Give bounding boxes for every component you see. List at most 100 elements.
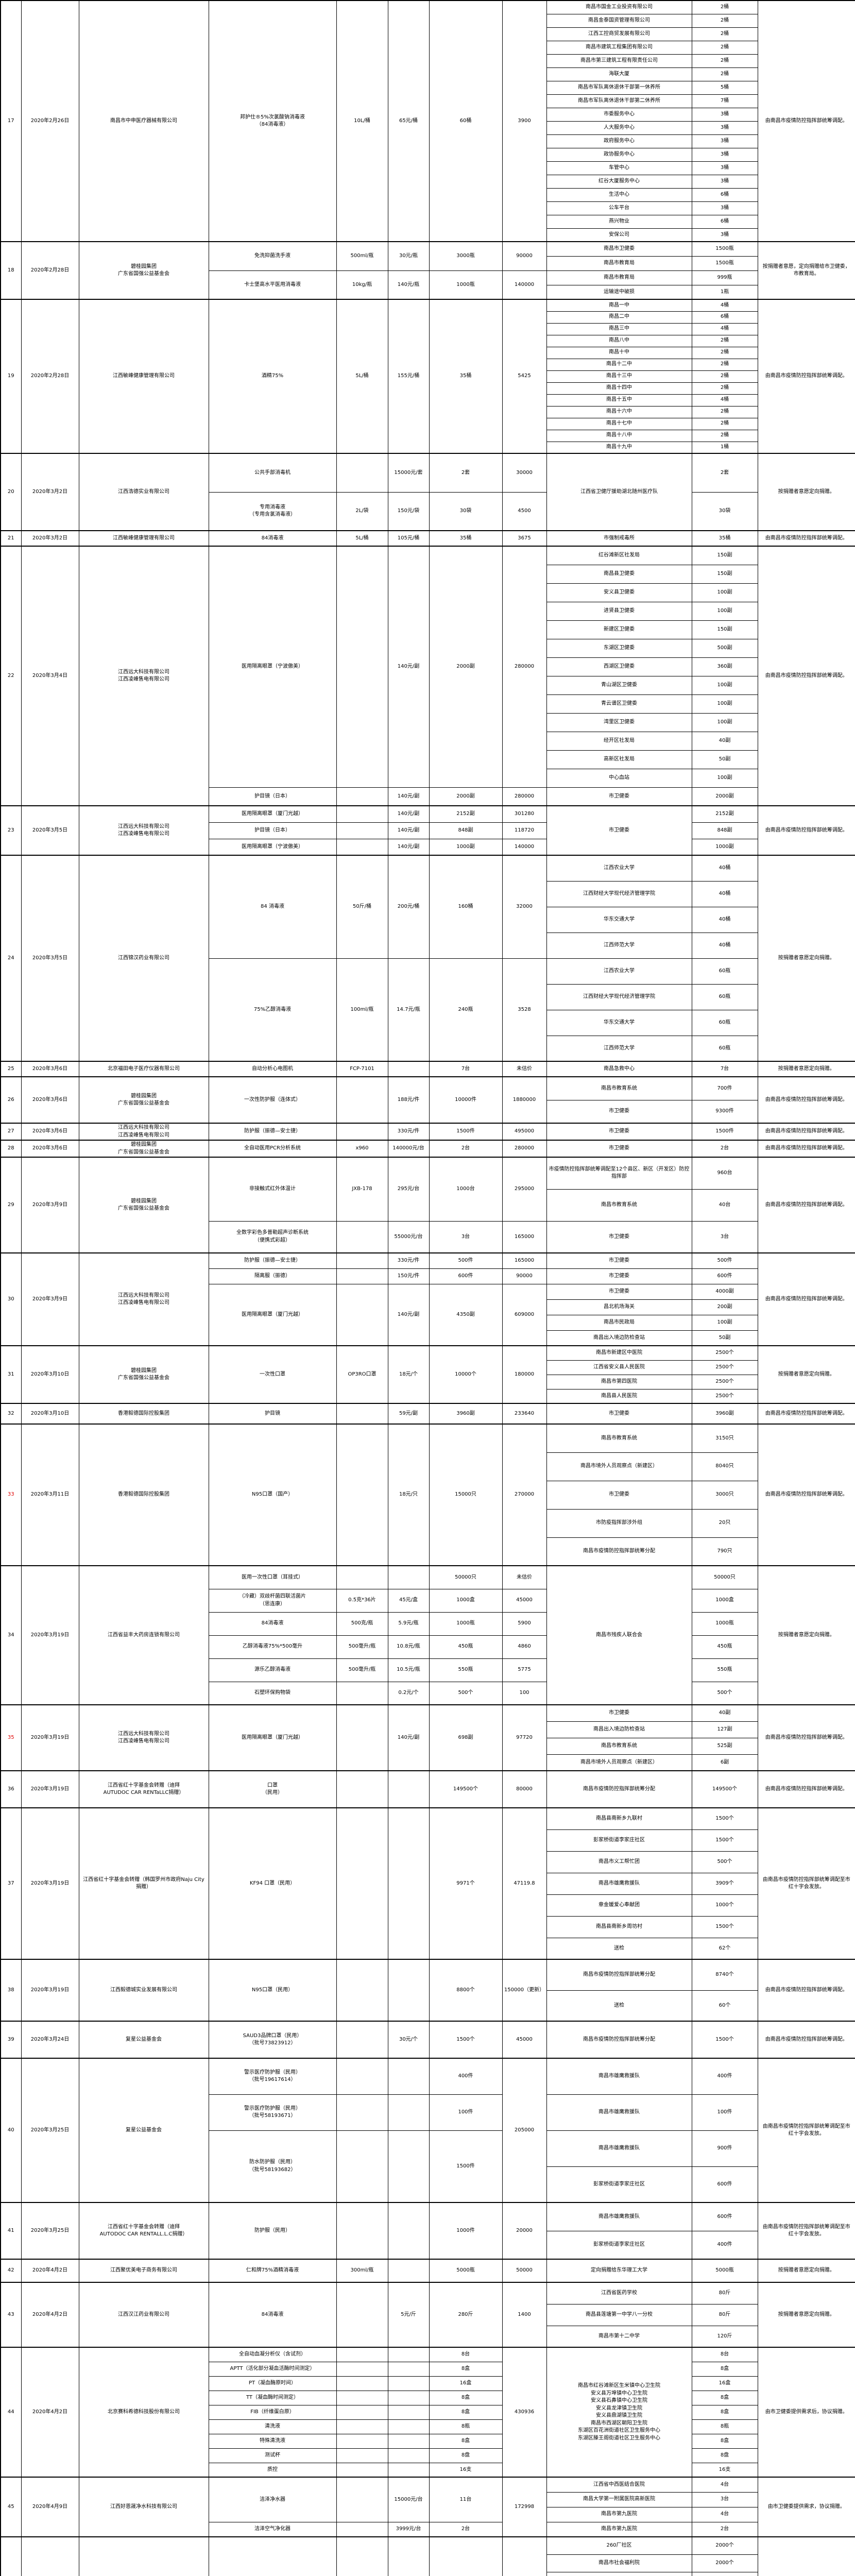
table-row: 医用隔离眼罩（厦门光越） 140元/副 4350副 609000 市卫健委 4000副 [1,1283,855,1346]
cell-alloc: 100件 [691,2094,758,2131]
cell-recipient: 红谷滩新区社发局 [546,546,692,565]
table-row: 84消毒液 500克/瓶 5.9元/瓶 1000瓶 5900 1000瓶 [1,1612,855,1636]
cell-donor: 江西汉江药业有限公司 [78,2282,209,2348]
table-row: 38 2020年3月19日 江西毅德城实业发展有限公司 N95口罩（民用） 8800个 1… [0,1959,855,2022]
cell-no: 21 [0,530,22,547]
table-row: 护目镜（日本） 140元/副 2000副 280000 市卫健委 2000副 [1,787,855,806]
cell-recipient: 海联大厦 [546,67,692,81]
cell-date: 2020年3月6日 [21,1140,79,1158]
cell-recipient: 南昌二中 [546,311,692,324]
cell-recipient: 市卫健委 [546,1123,692,1141]
table-row: 南昌市滕王阁管理处2000个 [1,2571,855,2576]
cell-alloc: 1500瓶 [691,241,758,257]
cell-item: 警示医疗防护服（民用） （批号19617614） [208,2058,337,2095]
cell-item: 石塑环保购物袋 [208,1681,337,1705]
cell-recipient: 南昌市第四医院 [546,1374,692,1389]
cell-spec [336,787,388,806]
cell-remark: 由南昌市疫情防控指挥部统筹调配。 [757,530,855,547]
cell-recipient: 南昌县人民医院 [546,1388,692,1404]
cell-alloc: 80斤 [691,2303,758,2326]
cell-qty: 100件 [429,2094,503,2131]
table-row: 南昌十四中 2桶 [1,382,855,395]
cell-price [387,2419,430,2434]
cell-no: 34 [0,1565,22,1705]
cell-recipient: 送检 [546,1990,692,2022]
cell-recipient: 江西师范大学 [546,1035,692,1062]
cell-price: 188元/件 [387,1076,430,1124]
cell-price [387,2259,430,2283]
cell-no: 36 [0,1770,22,1808]
cell-price: 140000元/台 [387,1140,430,1158]
cell-price: 140元/副 [387,805,430,823]
table-row: 17 2020年2月26日 南昌市中申医疗器械有限公司 邦护仕®5%次氯酸钠消毒液 （… [0,0,855,242]
cell-donor: 江西敏峰健康管理有限公司 [78,530,209,547]
cell-qty: 500个 [429,1681,503,1705]
cell-no: 31 [0,1345,22,1404]
cell-item: 免洗抑菌洗手液 [208,241,337,271]
cell-item: 医用隔离眼罩（宁波傲美） [208,546,337,788]
cell-recipient: 高新区社发局 [546,750,692,769]
cell-date: 2020年3月5日 [21,855,79,1062]
table-row: 南昌市教育系统 525副 [1,1737,855,1755]
cell-amount: 未估价 [502,1565,547,1589]
cell-item: 防护服（民用） [208,2202,337,2260]
cell-alloc: 2套 [691,453,758,493]
cell-recipient: 华东交通大学 [546,1009,692,1036]
cell-donor: 碧桂园集团 广东省国强公益基金会 [78,1157,209,1253]
cell-item: 测试杯 [208,2448,337,2463]
cell-date: 2020年3月9日 [21,1157,79,1253]
cell-alloc: 7桶 [691,94,758,108]
cell-recipient: 进贤县卫健委 [546,601,692,621]
cell-donor: 江西远大科技有限公司 江西凌峰售电有限公司 [78,546,209,806]
table-row: 全数字彩色多普勒超声诊断系统 （便携式彩超） 55000元/台 3台 165000 市卫… [1,1221,855,1253]
cell-recipient: 政协服务中心 [546,147,692,162]
cell-alloc: 1500个 [691,2021,758,2059]
cell-item: 84 消毒液 [208,855,337,959]
cell-alloc: 500副 [691,638,758,658]
cell-no: 39 [0,2021,22,2059]
cell-price: 150元/袋 [387,492,430,531]
cell-spec: JXB-178 [336,1157,388,1222]
table-row: 32 2020年3月10日 香港毅德国际控股集团 护目镜 59元/副 3960副 23364… [0,1403,855,1425]
cell-alloc: 2台 [691,2521,758,2537]
cell-alloc: 2桶 [691,382,758,395]
cell-price [387,2390,430,2405]
cell-spec: 500毫升/瓶 [336,1635,388,1659]
cell-amount: 5775 [502,1658,547,1682]
cell-recipient: 南昌十九中 [546,441,692,454]
cell-alloc: 3桶 [691,174,758,189]
cell-spec [336,822,388,839]
cell-alloc: 127副 [691,1721,758,1738]
cell-qty: 30袋 [429,492,503,531]
cell-recipient: 南昌市新建区中医院 [546,1345,692,1361]
cell-item: 全自动医用PCR分析系统 [208,1140,337,1158]
cell-qty: 8瓶 [429,2419,503,2434]
cell-alloc: 525副 [691,1737,758,1755]
cell-alloc: 1000副 [691,838,758,856]
cell-donor: 江西好恩晟净水科技有限公司 [78,2477,209,2537]
cell-price: 200元/桶 [387,855,430,959]
table-row: 章金媛爱心奉献团 1000个 [1,1894,855,1917]
cell-recipient: 南昌市雄鹰救援队 [546,1872,692,1895]
cell-remark: 由南昌市疫情防控指挥部统筹调配。 [757,1252,855,1346]
cell-recipient: 安保公司 [546,228,692,242]
cell-qty: 1500件 [429,2130,503,2203]
cell-spec [336,2282,388,2348]
cell-donor: 香港毅德国际控股集团 [78,1403,209,1425]
table-row: 护目镜（日本） 140元/副 848副 118720 848副 [1,822,855,839]
cell-item: 非接触式红外体温计 [208,1157,337,1222]
table-row: 青云谱区卫健委 100副 [1,694,855,714]
cell-item: 防护服（振德—安士捷） [208,1123,337,1141]
cell-recipient: 南昌市雄鹰救援队 [546,2202,692,2231]
cell-recipient: 南昌市境外人员观察点（新建区） [546,1754,692,1771]
cell-alloc: 20只 [691,1509,758,1538]
cell-date: 2020年3月19日 [21,1807,79,1960]
cell-amount: 97720 [502,1704,547,1771]
cell-donor: 江西省红十字基金会转赠（迪拜 AUTUDOC CAR RENTaLLC捐赠） [78,1770,209,1808]
cell-spec [336,1252,388,1269]
cell-donor: 香港毅德国际控股集团 [78,1423,209,1566]
cell-alloc: 6桶 [691,214,758,229]
cell-spec: FCP-7101 [336,1061,388,1077]
cell-alloc: 9300件 [691,1099,758,1124]
cell-alloc: 100副 [691,694,758,714]
